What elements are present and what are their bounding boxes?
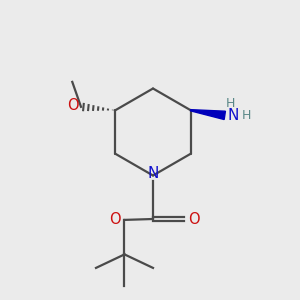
Text: O: O — [188, 212, 200, 226]
Text: N: N — [228, 108, 239, 123]
Text: N: N — [148, 166, 159, 181]
Text: H: H — [242, 109, 251, 122]
Text: H: H — [226, 98, 236, 110]
Text: O: O — [109, 212, 121, 227]
Polygon shape — [190, 110, 225, 119]
Text: O: O — [67, 98, 79, 113]
